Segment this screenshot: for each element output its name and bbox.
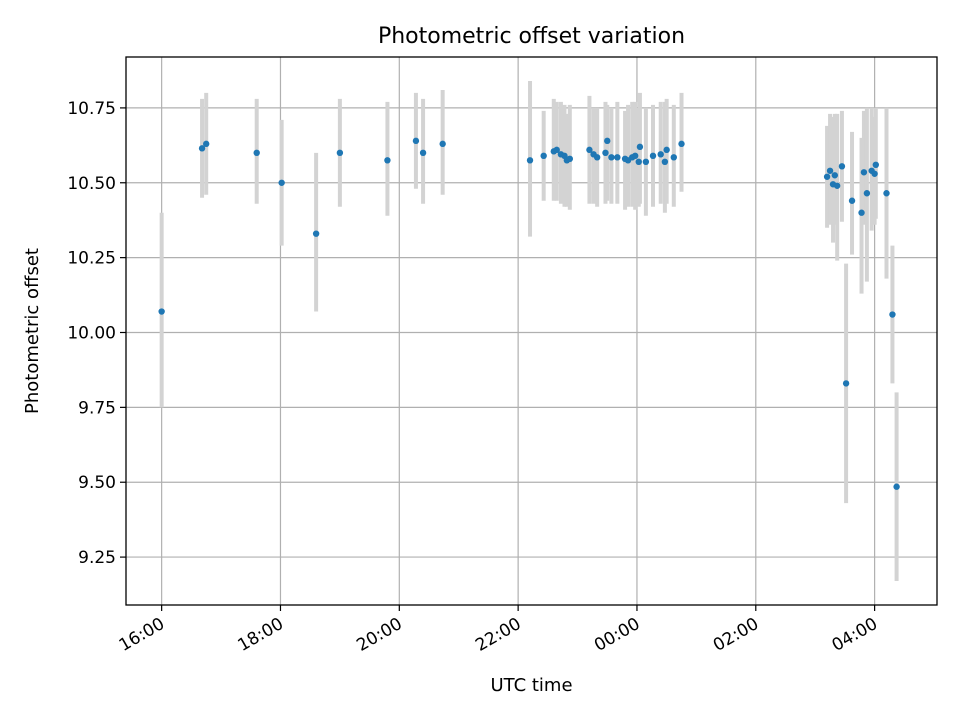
data-point (412, 137, 420, 145)
data-point (158, 308, 165, 315)
data-point (863, 190, 871, 197)
data-point (203, 140, 210, 148)
data-point (678, 140, 685, 148)
data-point (526, 157, 534, 164)
data-point (663, 146, 670, 154)
data-point (602, 149, 609, 157)
x-tick-label: 22:00 (472, 614, 524, 656)
data-point (649, 152, 657, 160)
data-point (604, 137, 611, 145)
x-tick-label: 00:00 (591, 614, 643, 656)
x-axis-ticks: 16:00 18:00 20:00 22:00 00:00 02:00 04:00 (116, 605, 881, 656)
data-point (889, 311, 896, 318)
y-axis-ticks: 9.25 9.50 9.75 10.00 10.25 10.50 10.75 (67, 99, 126, 568)
x-axis-label: UTC time (490, 675, 572, 696)
y-tick-label: 10.50 (67, 174, 116, 194)
y-tick-label: 9.75 (78, 398, 116, 418)
data-point (848, 197, 856, 204)
data-point (858, 209, 865, 216)
data-point (838, 163, 846, 170)
x-tick-label: 02:00 (710, 614, 762, 656)
data-point (278, 179, 285, 186)
data-point (439, 140, 446, 148)
data-point (253, 149, 260, 157)
data-point (661, 158, 669, 166)
data-point (670, 154, 677, 161)
y-tick-label: 9.25 (78, 548, 116, 568)
data-point (871, 170, 878, 177)
data-point (831, 172, 839, 179)
data-point (384, 157, 391, 164)
error-bars (159, 80, 899, 582)
data-point (336, 149, 344, 157)
data-point (657, 151, 664, 158)
y-tick-label: 9.50 (78, 473, 116, 493)
data-point (540, 152, 547, 160)
data-point (642, 158, 650, 166)
x-tick-label: 16:00 (116, 614, 168, 656)
data-point (198, 145, 206, 152)
data-point (631, 152, 639, 160)
data-point (586, 146, 593, 154)
data-point (312, 230, 320, 237)
data-point (833, 182, 841, 189)
y-tick-label: 10.25 (67, 249, 116, 269)
y-axis-label: Photometric offset (22, 248, 43, 414)
plot-frame (125, 56, 938, 606)
x-tick-label: 20:00 (353, 614, 405, 656)
data-point (872, 161, 880, 169)
data-points (158, 137, 900, 490)
data-point (608, 154, 615, 161)
x-tick-label: 04:00 (829, 614, 881, 656)
data-point (826, 167, 834, 174)
data-point (883, 190, 890, 197)
x-tick-label: 18:00 (235, 614, 287, 656)
data-point (614, 154, 621, 161)
data-point (593, 154, 601, 161)
data-point (893, 483, 900, 490)
data-point (566, 155, 574, 163)
y-tick-label: 10.00 (67, 323, 116, 343)
y-tick-label: 10.75 (67, 99, 116, 119)
data-point (419, 149, 427, 157)
chart-title: Photometric offset variation (378, 24, 685, 49)
data-point (842, 380, 850, 387)
data-point (553, 146, 560, 154)
data-point (860, 169, 868, 176)
data-point (635, 158, 642, 166)
data-point (823, 173, 831, 180)
data-point (636, 143, 644, 151)
